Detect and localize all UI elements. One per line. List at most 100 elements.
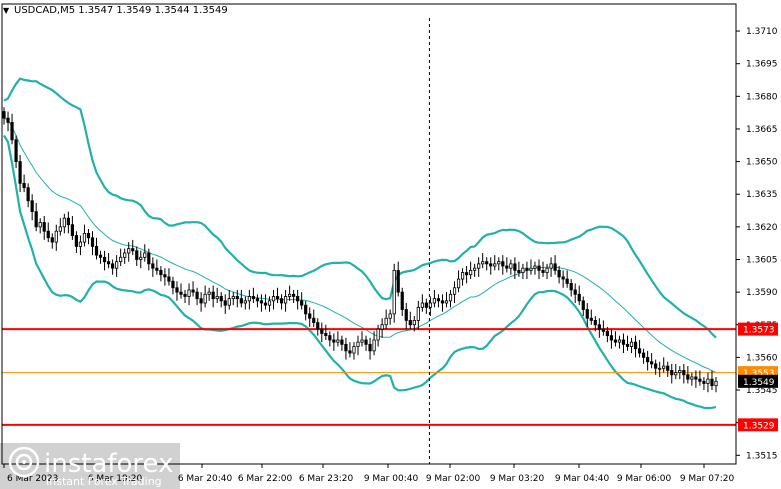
candle-body: [670, 370, 674, 376]
candle-body: [621, 339, 626, 345]
candle-body: [682, 370, 686, 376]
collapse-marker-icon[interactable]: ▼: [3, 6, 10, 15]
candle-body: [239, 298, 243, 304]
candle-body: [690, 376, 694, 380]
time-axis: 6 Mar 2023 6 Mar 19:20 6 Mar 20:40 6 Mar 22…: [3, 464, 734, 484]
candle-body: [577, 293, 581, 302]
candle-body: [187, 289, 191, 297]
candle-body: [279, 298, 284, 304]
candle-body: [163, 274, 167, 278]
candle-body: [629, 341, 634, 347]
candle-body: [469, 269, 473, 276]
candle-body: [513, 263, 517, 271]
candle-body: [396, 269, 400, 293]
candle-body: [569, 283, 573, 291]
candle-body: [420, 302, 424, 308]
candle-body: [460, 272, 465, 280]
candle-body: [589, 317, 593, 321]
candle-body: [2, 111, 6, 119]
candle-body: [211, 291, 215, 300]
candle-body: [143, 252, 147, 258]
candle-body: [203, 293, 207, 304]
candle-body: [247, 296, 251, 302]
candle-body: [537, 265, 541, 271]
candle-body: [348, 350, 352, 354]
candle-body: [191, 289, 195, 293]
candle-body: [545, 267, 549, 273]
candle-body: [251, 296, 256, 300]
candle-body: [416, 306, 420, 321]
candle-body: [597, 324, 601, 330]
candle-body: [686, 374, 690, 380]
chart-frame: [1, 3, 737, 465]
candle-body: [324, 333, 328, 337]
candle-body: [617, 339, 622, 343]
candle-body: [710, 378, 714, 387]
candle-body: [50, 237, 54, 243]
candle-body: [86, 232, 91, 239]
candle-body: [509, 263, 513, 269]
candle-body: [678, 370, 682, 374]
candle-body: [115, 261, 119, 269]
candle-body: [259, 300, 264, 304]
bollinger-bands: [3, 77, 717, 410]
candle-body: [34, 211, 38, 228]
candle-body: [633, 341, 638, 350]
candle-body: [646, 356, 650, 363]
candle-body: [605, 330, 609, 337]
candle-body: [436, 298, 441, 302]
candle-body: [219, 296, 223, 302]
candle-body: [609, 335, 614, 341]
candle-body: [489, 263, 493, 267]
lower-band: [3, 134, 717, 410]
candle-body: [183, 293, 187, 297]
candle-body: [175, 287, 179, 293]
candle-body: [263, 302, 268, 306]
candle-body: [694, 376, 698, 380]
candle-body: [360, 339, 364, 343]
candle-body: [529, 267, 533, 271]
candle-body: [332, 339, 336, 343]
candle-body: [444, 300, 449, 304]
candle-body: [316, 322, 320, 330]
candle-body: [18, 161, 22, 184]
candle-body: [199, 298, 203, 304]
candle-body: [267, 300, 272, 306]
candle-body: [207, 291, 211, 295]
candle-body: [131, 248, 135, 252]
candle-body: [70, 224, 74, 236]
y-tick-label: 1.3560: [746, 353, 778, 363]
candle-body: [94, 246, 99, 256]
candle-body: [412, 320, 416, 326]
level-price-tag-box: [738, 418, 778, 432]
candle-body: [74, 235, 79, 247]
y-tick-label: 1.3665: [746, 125, 778, 135]
candle-body: [304, 304, 308, 315]
candle-body: [613, 339, 618, 343]
candle-body: [171, 280, 175, 289]
candle-body: [10, 122, 14, 141]
candle-body: [328, 335, 332, 341]
candle-body: [167, 276, 171, 282]
candle-body: [364, 339, 368, 345]
candle-body: [312, 317, 316, 323]
candle-body: [674, 372, 678, 376]
y-tick-label: 1.3680: [746, 92, 778, 102]
candle-body: [320, 328, 324, 334]
x-tick-label: 6 Mar 23:20: [299, 474, 354, 484]
candle-body: [541, 269, 545, 273]
candle-body: [336, 339, 340, 343]
candle-body: [227, 298, 231, 306]
candle-body: [388, 313, 392, 319]
candle-body: [654, 363, 658, 369]
candle-body: [30, 200, 34, 213]
candle-body: [593, 320, 597, 326]
candle-body: [368, 343, 372, 352]
candle-body: [432, 298, 437, 304]
candle-body: [601, 328, 605, 332]
candle-body: [58, 226, 62, 232]
candle-body: [255, 298, 260, 302]
candle-body: [151, 263, 155, 269]
candle-body: [702, 380, 706, 384]
